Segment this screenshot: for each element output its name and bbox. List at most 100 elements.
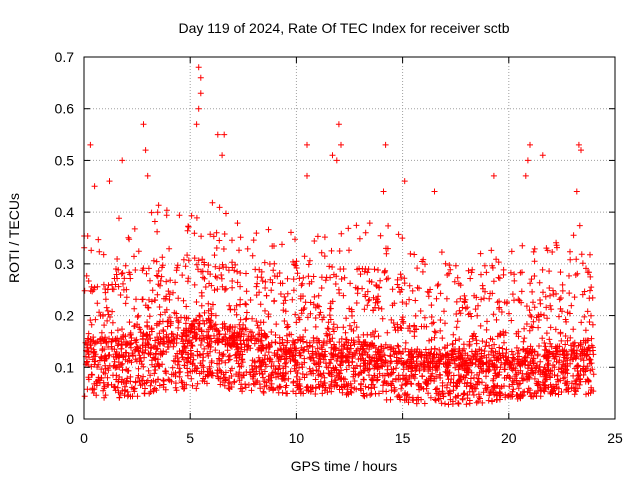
data-point bbox=[449, 341, 456, 348]
data-point bbox=[474, 312, 481, 319]
data-point bbox=[109, 281, 116, 288]
data-point bbox=[368, 279, 375, 285]
data-point bbox=[307, 310, 314, 317]
data-point bbox=[214, 370, 220, 377]
data-point bbox=[479, 379, 485, 386]
data-point bbox=[396, 348, 403, 355]
data-points bbox=[81, 64, 597, 408]
data-point bbox=[357, 271, 364, 278]
data-point bbox=[429, 364, 436, 371]
data-point bbox=[472, 356, 479, 363]
data-point bbox=[163, 212, 170, 219]
data-point bbox=[431, 378, 438, 384]
data-point bbox=[501, 383, 507, 389]
data-point bbox=[197, 74, 204, 81]
data-point bbox=[551, 364, 558, 371]
data-point bbox=[383, 245, 389, 252]
data-point bbox=[96, 248, 103, 255]
data-point bbox=[472, 381, 479, 388]
data-point bbox=[588, 386, 595, 393]
data-point bbox=[256, 363, 263, 370]
data-point bbox=[210, 233, 217, 240]
data-point bbox=[140, 363, 147, 370]
data-point bbox=[89, 356, 96, 363]
data-point bbox=[587, 251, 593, 258]
data-point bbox=[127, 340, 134, 347]
data-point bbox=[511, 297, 517, 304]
data-point bbox=[462, 296, 469, 303]
data-point bbox=[576, 222, 583, 229]
data-point bbox=[100, 311, 106, 318]
data-point bbox=[191, 281, 198, 288]
data-point bbox=[514, 381, 521, 388]
data-point bbox=[134, 314, 141, 320]
data-point bbox=[256, 266, 263, 273]
data-point bbox=[155, 281, 162, 288]
data-point bbox=[366, 361, 373, 368]
data-point bbox=[189, 343, 196, 349]
data-point bbox=[383, 250, 390, 257]
data-point bbox=[225, 267, 232, 274]
data-point bbox=[190, 356, 197, 363]
data-point bbox=[546, 268, 553, 275]
data-point bbox=[234, 268, 241, 275]
data-point bbox=[416, 348, 423, 355]
data-point bbox=[433, 363, 440, 370]
data-point bbox=[502, 394, 509, 401]
data-point bbox=[451, 360, 458, 367]
data-point bbox=[362, 383, 369, 390]
data-point bbox=[116, 354, 122, 361]
data-point bbox=[305, 348, 312, 355]
data-point bbox=[257, 301, 264, 308]
data-point bbox=[237, 337, 244, 344]
data-point bbox=[166, 377, 173, 384]
data-point bbox=[171, 336, 178, 343]
data-point bbox=[151, 218, 158, 225]
data-point bbox=[554, 347, 561, 354]
data-point bbox=[206, 335, 213, 342]
data-point bbox=[387, 352, 394, 359]
data-point bbox=[393, 358, 400, 365]
data-point bbox=[477, 250, 484, 257]
data-point bbox=[206, 363, 213, 370]
data-point bbox=[496, 389, 503, 396]
data-point bbox=[322, 360, 329, 367]
data-point bbox=[363, 342, 370, 349]
data-point bbox=[360, 367, 367, 374]
data-point bbox=[564, 351, 571, 357]
data-point bbox=[332, 281, 339, 287]
data-point bbox=[196, 312, 203, 319]
data-point bbox=[131, 322, 138, 329]
data-point bbox=[338, 141, 344, 148]
data-point bbox=[332, 364, 339, 371]
data-point bbox=[150, 343, 157, 350]
data-point bbox=[337, 266, 344, 273]
data-point bbox=[353, 324, 360, 331]
data-point bbox=[128, 384, 135, 391]
data-point bbox=[206, 371, 212, 378]
data-point bbox=[219, 283, 226, 290]
data-point bbox=[268, 384, 274, 391]
data-point bbox=[140, 336, 147, 343]
data-point bbox=[274, 273, 281, 280]
data-point bbox=[577, 367, 584, 374]
data-point bbox=[351, 378, 358, 384]
data-point bbox=[119, 270, 126, 276]
data-point bbox=[490, 172, 497, 179]
data-point bbox=[578, 147, 584, 154]
data-point bbox=[501, 361, 508, 368]
data-point bbox=[545, 357, 552, 364]
data-point bbox=[250, 237, 257, 244]
data-point bbox=[301, 374, 308, 381]
data-point bbox=[195, 266, 201, 273]
data-point bbox=[445, 362, 452, 369]
data-point bbox=[219, 336, 226, 343]
data-point bbox=[297, 383, 304, 390]
data-point bbox=[303, 339, 310, 346]
data-point bbox=[414, 265, 421, 272]
data-point bbox=[118, 270, 125, 277]
data-point bbox=[270, 362, 277, 369]
data-point bbox=[464, 392, 471, 398]
data-point bbox=[85, 330, 92, 337]
data-point bbox=[153, 272, 160, 279]
